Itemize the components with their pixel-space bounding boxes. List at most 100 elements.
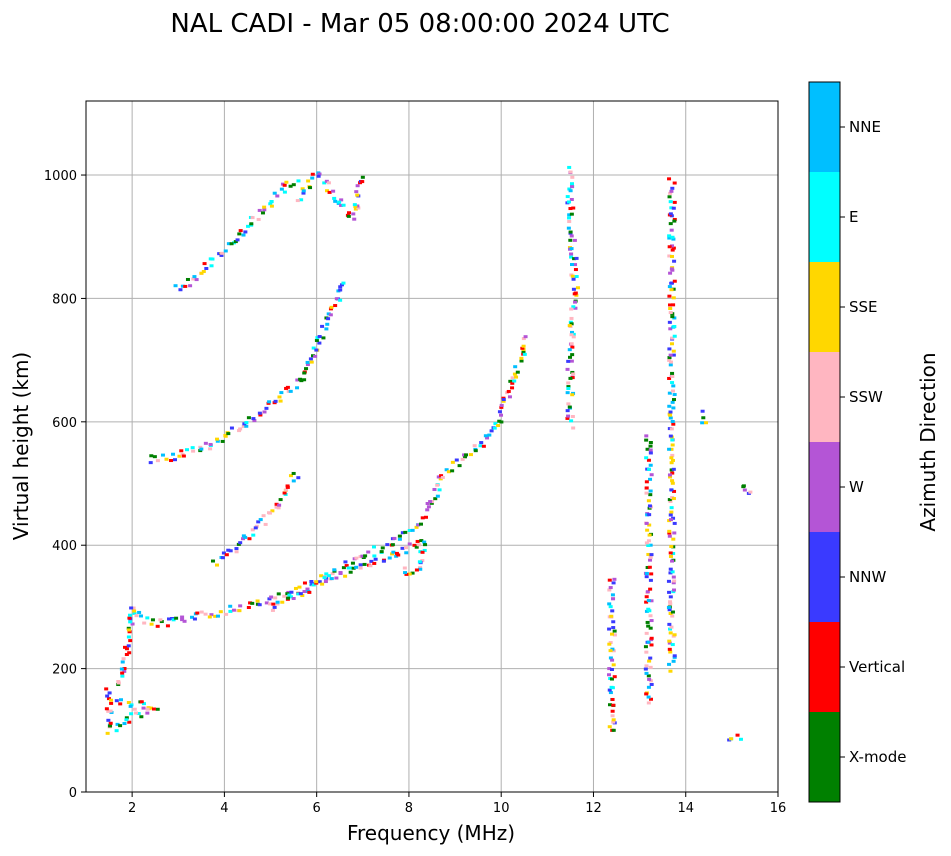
echo-point: [667, 391, 672, 395]
echo-point: [308, 186, 313, 190]
echo-point: [366, 550, 371, 554]
echo-point: [607, 627, 612, 631]
echo-point: [501, 399, 506, 403]
echo-point: [326, 312, 331, 316]
echo-point: [510, 381, 515, 385]
echo-point: [649, 619, 654, 623]
echo-point: [643, 645, 648, 649]
echo-point: [647, 504, 652, 508]
echo-point: [397, 534, 402, 538]
echo-point: [420, 559, 425, 563]
echo-point: [569, 359, 574, 363]
colorbar-swatch: [809, 262, 840, 352]
echo-point: [188, 284, 193, 288]
echo-point: [668, 600, 673, 604]
echo-point: [149, 454, 154, 458]
echo-point: [178, 288, 183, 292]
echo-point: [611, 728, 616, 732]
echo-point: [668, 551, 673, 555]
echo-point: [644, 600, 649, 604]
echo-point: [669, 461, 674, 465]
echo-point: [672, 325, 677, 329]
echo-point: [670, 559, 675, 563]
echo-point: [392, 536, 397, 540]
echo-point: [565, 391, 570, 395]
echo-point: [141, 702, 146, 706]
echo-point: [233, 240, 238, 244]
echo-point: [289, 590, 294, 594]
echo-point: [369, 559, 374, 563]
echo-point: [317, 172, 322, 176]
echo-point: [128, 639, 133, 643]
echo-point: [268, 202, 273, 206]
echo-point: [645, 565, 650, 569]
colorbar-swatch: [809, 172, 840, 262]
echo-point: [400, 531, 405, 535]
echo-point: [672, 217, 677, 221]
echo-point: [207, 615, 212, 619]
echo-point: [338, 288, 343, 292]
echo-point: [513, 365, 518, 369]
echo-point: [120, 674, 125, 678]
echo-point: [267, 597, 272, 601]
echo-point: [668, 306, 673, 310]
x-tick-label: 4: [220, 801, 228, 816]
echo-point: [508, 379, 513, 383]
echo-point: [276, 592, 281, 596]
echo-point: [412, 543, 417, 547]
echo-point: [397, 537, 402, 541]
echo-point: [668, 327, 673, 331]
echo-point: [512, 379, 517, 383]
echo-point: [487, 433, 492, 437]
echo-point: [250, 528, 255, 532]
echo-point: [354, 190, 359, 194]
echo-point: [670, 400, 675, 404]
echo-point: [284, 180, 289, 184]
echo-point: [343, 574, 348, 578]
echo-point: [218, 610, 223, 614]
echo-point: [648, 614, 653, 618]
echo-point: [572, 238, 577, 242]
echo-point: [260, 211, 265, 215]
echo-point: [328, 307, 333, 311]
echo-point: [327, 574, 332, 578]
echo-point: [241, 233, 246, 237]
echo-point: [351, 212, 356, 216]
y-axis-label: Virtual height (km): [9, 352, 33, 541]
echo-point: [124, 718, 129, 722]
echo-point: [610, 686, 615, 690]
echo-point: [324, 179, 329, 183]
echo-point: [670, 381, 675, 385]
echo-point: [237, 609, 242, 613]
echo-point: [109, 701, 114, 705]
echo-point: [419, 539, 424, 543]
echo-point: [414, 545, 419, 549]
echo-point: [521, 337, 526, 341]
echo-point: [341, 203, 346, 207]
echo-point: [300, 187, 305, 191]
echo-point: [311, 354, 316, 358]
echo-point: [346, 214, 351, 218]
echo-point: [338, 572, 343, 576]
echo-point: [646, 599, 651, 603]
echo-point: [414, 525, 419, 529]
echo-point: [671, 303, 676, 307]
echo-point: [457, 464, 462, 468]
echo-point: [670, 570, 675, 574]
echo-point: [355, 204, 360, 208]
echo-point: [668, 669, 673, 673]
echo-point: [647, 677, 652, 681]
echo-point: [121, 657, 126, 661]
echo-point: [316, 174, 321, 178]
echo-point: [288, 595, 293, 599]
echo-point: [670, 438, 675, 442]
echo-point: [648, 626, 653, 630]
echo-point: [322, 576, 327, 580]
echo-point: [668, 360, 673, 364]
echo-point: [649, 553, 654, 557]
echo-point: [570, 182, 575, 186]
echo-point: [700, 421, 705, 425]
echo-point: [385, 543, 390, 547]
echo-point: [322, 181, 327, 185]
echo-point: [570, 393, 575, 397]
